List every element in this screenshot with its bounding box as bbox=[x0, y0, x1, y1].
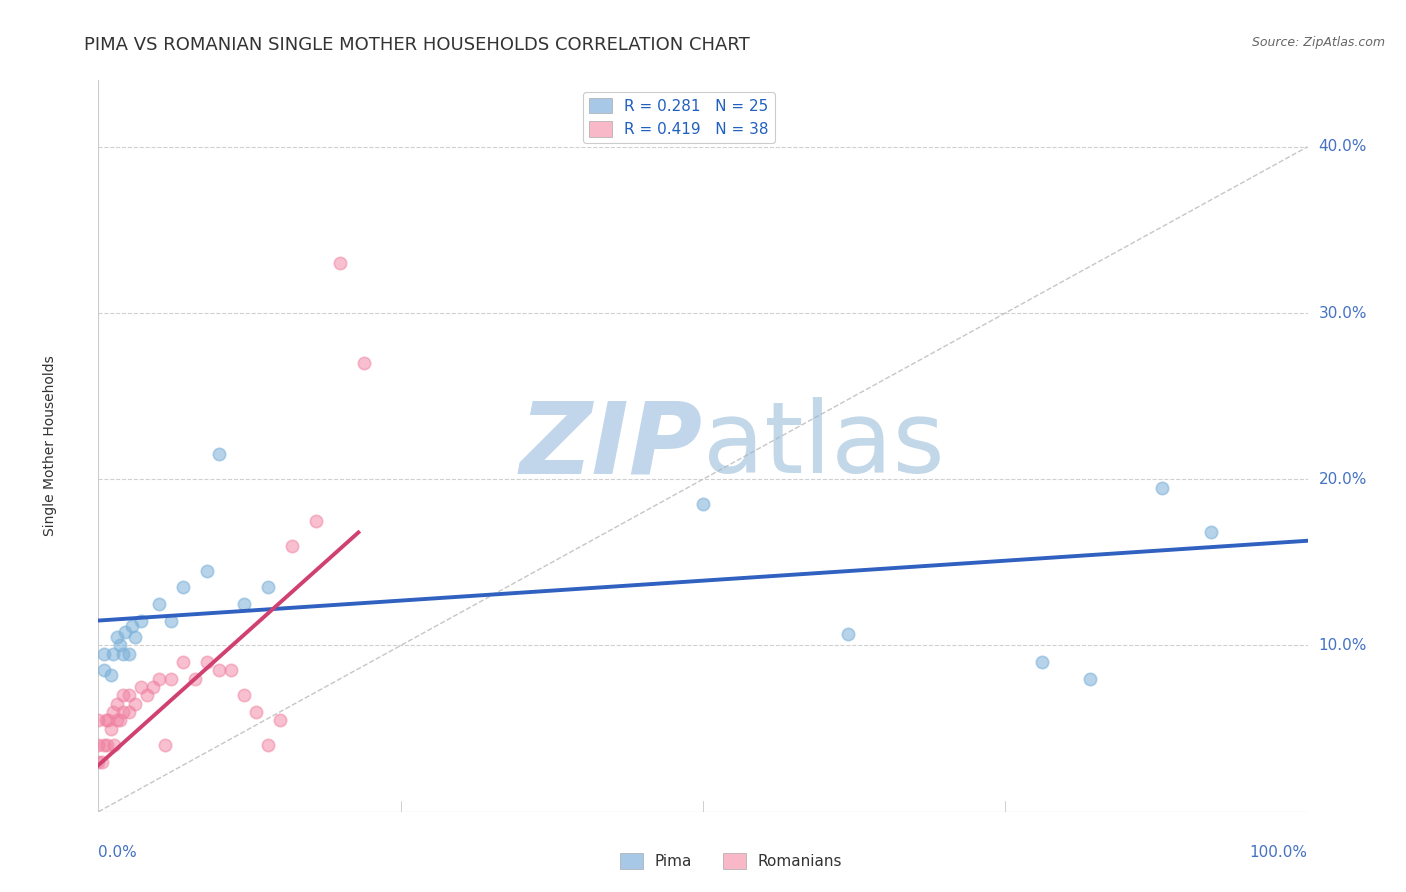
Point bbox=[195, 564, 218, 578]
Point bbox=[87, 714, 110, 728]
Point bbox=[1031, 655, 1053, 669]
Point bbox=[305, 514, 328, 528]
Point bbox=[93, 664, 115, 678]
Point bbox=[87, 755, 110, 769]
Point bbox=[105, 714, 128, 728]
Point bbox=[118, 647, 141, 661]
Legend: Pima, Romanians: Pima, Romanians bbox=[613, 847, 849, 875]
Text: 10.0%: 10.0% bbox=[1319, 638, 1367, 653]
Point bbox=[221, 664, 243, 678]
Point bbox=[329, 256, 352, 270]
Text: 20.0%: 20.0% bbox=[1319, 472, 1367, 487]
Point bbox=[129, 680, 152, 694]
Text: Single Mother Households: Single Mother Households bbox=[44, 356, 58, 536]
Point bbox=[256, 738, 278, 752]
Legend: R = 0.281   N = 25, R = 0.419   N = 38: R = 0.281 N = 25, R = 0.419 N = 38 bbox=[583, 92, 775, 144]
Point bbox=[121, 618, 143, 632]
Point bbox=[101, 705, 124, 719]
Point bbox=[1199, 525, 1222, 540]
Point bbox=[245, 705, 267, 719]
Point bbox=[153, 738, 176, 752]
Point bbox=[118, 705, 141, 719]
Point bbox=[1152, 481, 1174, 495]
Point bbox=[103, 738, 125, 752]
Point bbox=[281, 539, 304, 553]
Text: atlas: atlas bbox=[703, 398, 945, 494]
Point bbox=[111, 689, 134, 703]
Point bbox=[93, 738, 115, 752]
Point bbox=[105, 630, 128, 644]
Text: Source: ZipAtlas.com: Source: ZipAtlas.com bbox=[1251, 36, 1385, 49]
Point bbox=[160, 672, 183, 686]
Text: PIMA VS ROMANIAN SINGLE MOTHER HOUSEHOLDS CORRELATION CHART: PIMA VS ROMANIAN SINGLE MOTHER HOUSEHOLD… bbox=[84, 36, 751, 54]
Point bbox=[160, 614, 183, 628]
Point bbox=[208, 447, 231, 461]
Point bbox=[111, 705, 134, 719]
Point bbox=[87, 738, 110, 752]
Point bbox=[1078, 672, 1101, 686]
Point bbox=[692, 497, 714, 511]
Point bbox=[172, 655, 194, 669]
Point bbox=[135, 689, 157, 703]
Point bbox=[353, 356, 375, 370]
Point bbox=[124, 697, 146, 711]
Point bbox=[91, 755, 114, 769]
Point bbox=[96, 738, 118, 752]
Text: 40.0%: 40.0% bbox=[1319, 139, 1367, 154]
Point bbox=[100, 722, 122, 736]
Point bbox=[232, 597, 254, 611]
Point bbox=[195, 655, 218, 669]
Point bbox=[184, 672, 207, 686]
Point bbox=[837, 627, 859, 641]
Point bbox=[148, 672, 170, 686]
Point bbox=[256, 580, 278, 594]
Text: 0.0%: 0.0% bbox=[98, 845, 138, 860]
Text: 30.0%: 30.0% bbox=[1319, 306, 1367, 320]
Point bbox=[101, 647, 124, 661]
Point bbox=[124, 630, 146, 644]
Point bbox=[148, 597, 170, 611]
Point bbox=[108, 639, 131, 653]
Point bbox=[93, 647, 115, 661]
Point bbox=[232, 689, 254, 703]
Point bbox=[208, 664, 231, 678]
Point bbox=[114, 625, 136, 640]
Point bbox=[97, 714, 120, 728]
Point bbox=[172, 580, 194, 594]
Point bbox=[129, 614, 152, 628]
Point bbox=[142, 680, 165, 694]
Point bbox=[111, 647, 134, 661]
Point bbox=[108, 714, 131, 728]
Point bbox=[269, 714, 291, 728]
Text: ZIP: ZIP bbox=[520, 398, 703, 494]
Point bbox=[94, 714, 117, 728]
Text: 100.0%: 100.0% bbox=[1250, 845, 1308, 860]
Point bbox=[100, 668, 122, 682]
Point bbox=[118, 689, 141, 703]
Point bbox=[105, 697, 128, 711]
